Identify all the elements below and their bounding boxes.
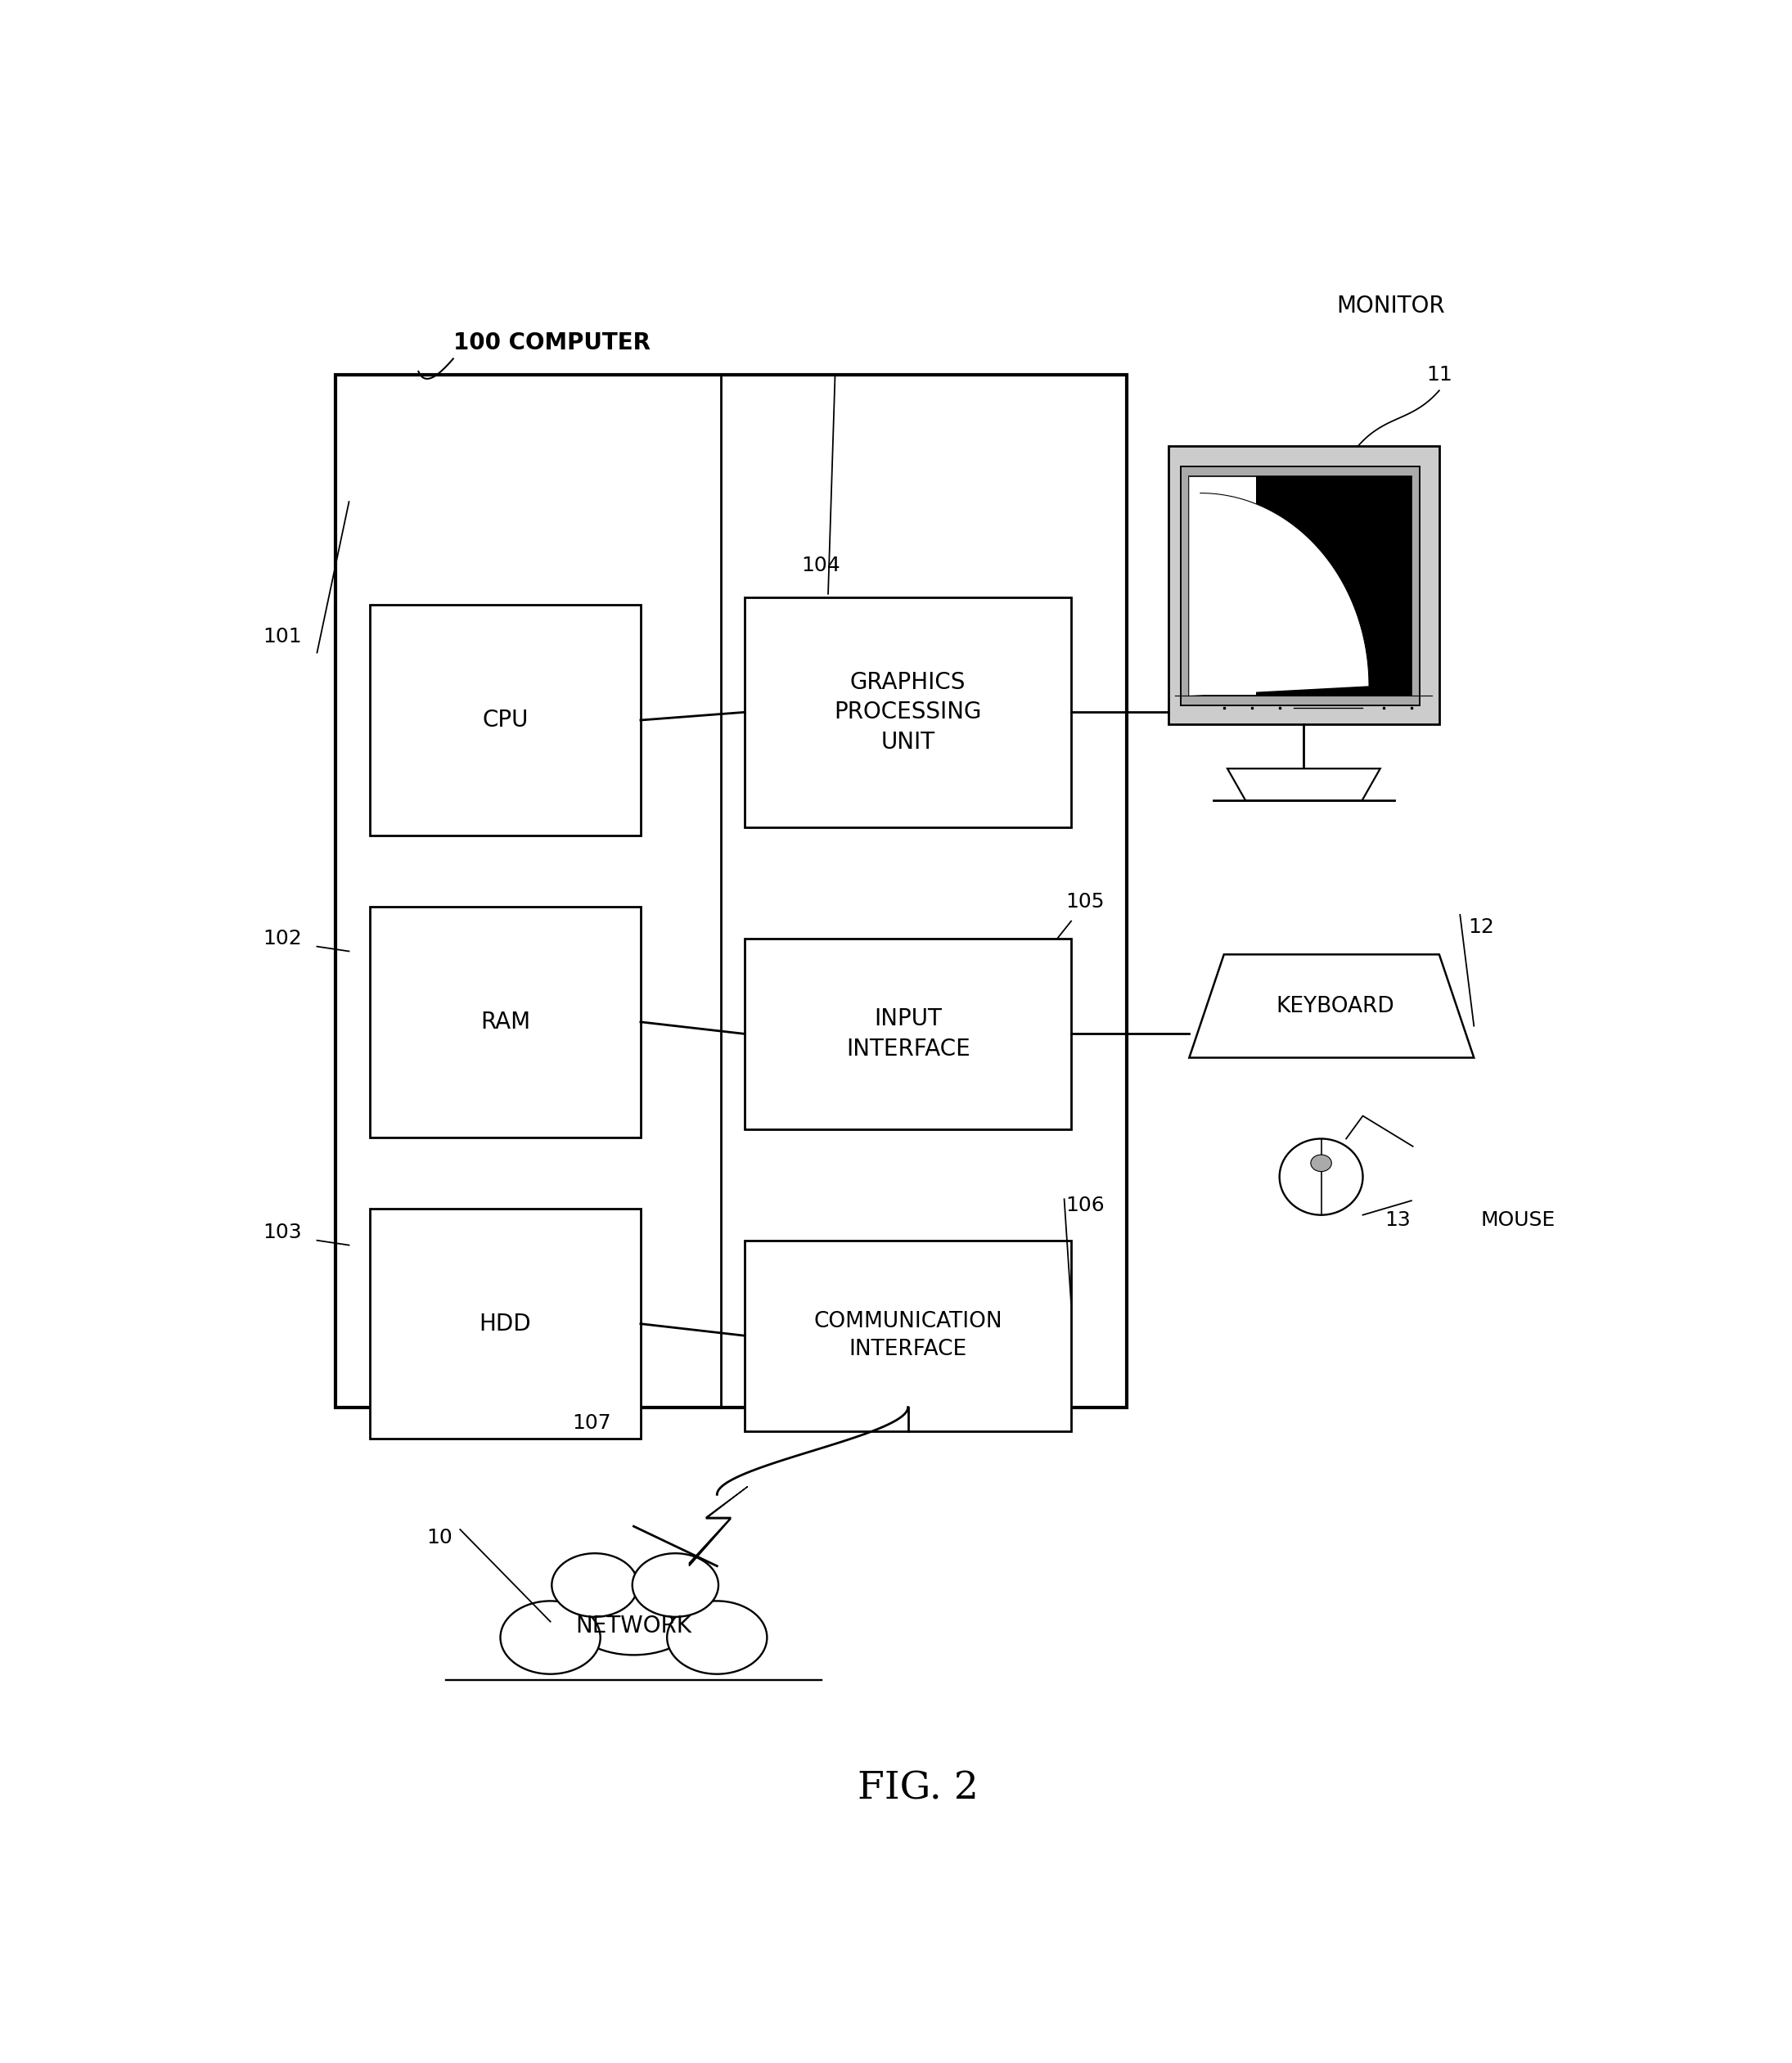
FancyBboxPatch shape	[1181, 466, 1419, 706]
Text: HDD: HDD	[478, 1312, 530, 1335]
Text: FIG. 2: FIG. 2	[858, 1770, 978, 1807]
FancyBboxPatch shape	[1168, 446, 1439, 724]
Text: KEYBOARD: KEYBOARD	[1276, 996, 1394, 1017]
Text: MONITOR: MONITOR	[1337, 295, 1444, 318]
FancyBboxPatch shape	[369, 1209, 642, 1440]
Ellipse shape	[552, 1553, 638, 1617]
Text: INPUT
INTERFACE: INPUT INTERFACE	[846, 1007, 969, 1060]
Text: 101: 101	[263, 627, 301, 646]
Text: COMMUNICATION
INTERFACE: COMMUNICATION INTERFACE	[814, 1312, 1002, 1360]
Ellipse shape	[667, 1601, 767, 1673]
FancyBboxPatch shape	[745, 596, 1072, 827]
Text: 103: 103	[263, 1223, 301, 1242]
FancyBboxPatch shape	[1190, 477, 1412, 695]
Polygon shape	[1228, 769, 1380, 800]
Text: NETWORK: NETWORK	[575, 1615, 692, 1638]
Polygon shape	[1190, 477, 1369, 695]
Text: 104: 104	[801, 555, 840, 576]
Text: CPU: CPU	[482, 710, 529, 732]
FancyBboxPatch shape	[745, 1240, 1072, 1432]
Text: RAM: RAM	[480, 1011, 530, 1034]
Ellipse shape	[633, 1553, 719, 1617]
Polygon shape	[1190, 955, 1473, 1058]
Text: 106: 106	[1066, 1197, 1104, 1215]
Text: 105: 105	[1066, 891, 1104, 912]
Text: 102: 102	[263, 928, 301, 949]
Text: 12: 12	[1468, 918, 1495, 937]
Text: 10: 10	[426, 1527, 452, 1547]
FancyBboxPatch shape	[745, 939, 1072, 1128]
Text: 100 COMPUTER: 100 COMPUTER	[453, 332, 650, 355]
FancyBboxPatch shape	[369, 604, 642, 836]
Text: 107: 107	[573, 1413, 611, 1434]
Ellipse shape	[568, 1572, 699, 1655]
Ellipse shape	[1279, 1139, 1364, 1215]
Ellipse shape	[500, 1601, 600, 1673]
Text: GRAPHICS
PROCESSING
UNIT: GRAPHICS PROCESSING UNIT	[835, 670, 982, 753]
Text: 13: 13	[1385, 1209, 1410, 1230]
FancyBboxPatch shape	[335, 375, 1127, 1407]
Ellipse shape	[1310, 1155, 1331, 1172]
Polygon shape	[690, 1487, 747, 1566]
Polygon shape	[1256, 477, 1412, 695]
Text: MOUSE: MOUSE	[1480, 1209, 1555, 1230]
Text: 11: 11	[1426, 365, 1452, 384]
FancyBboxPatch shape	[369, 908, 642, 1137]
